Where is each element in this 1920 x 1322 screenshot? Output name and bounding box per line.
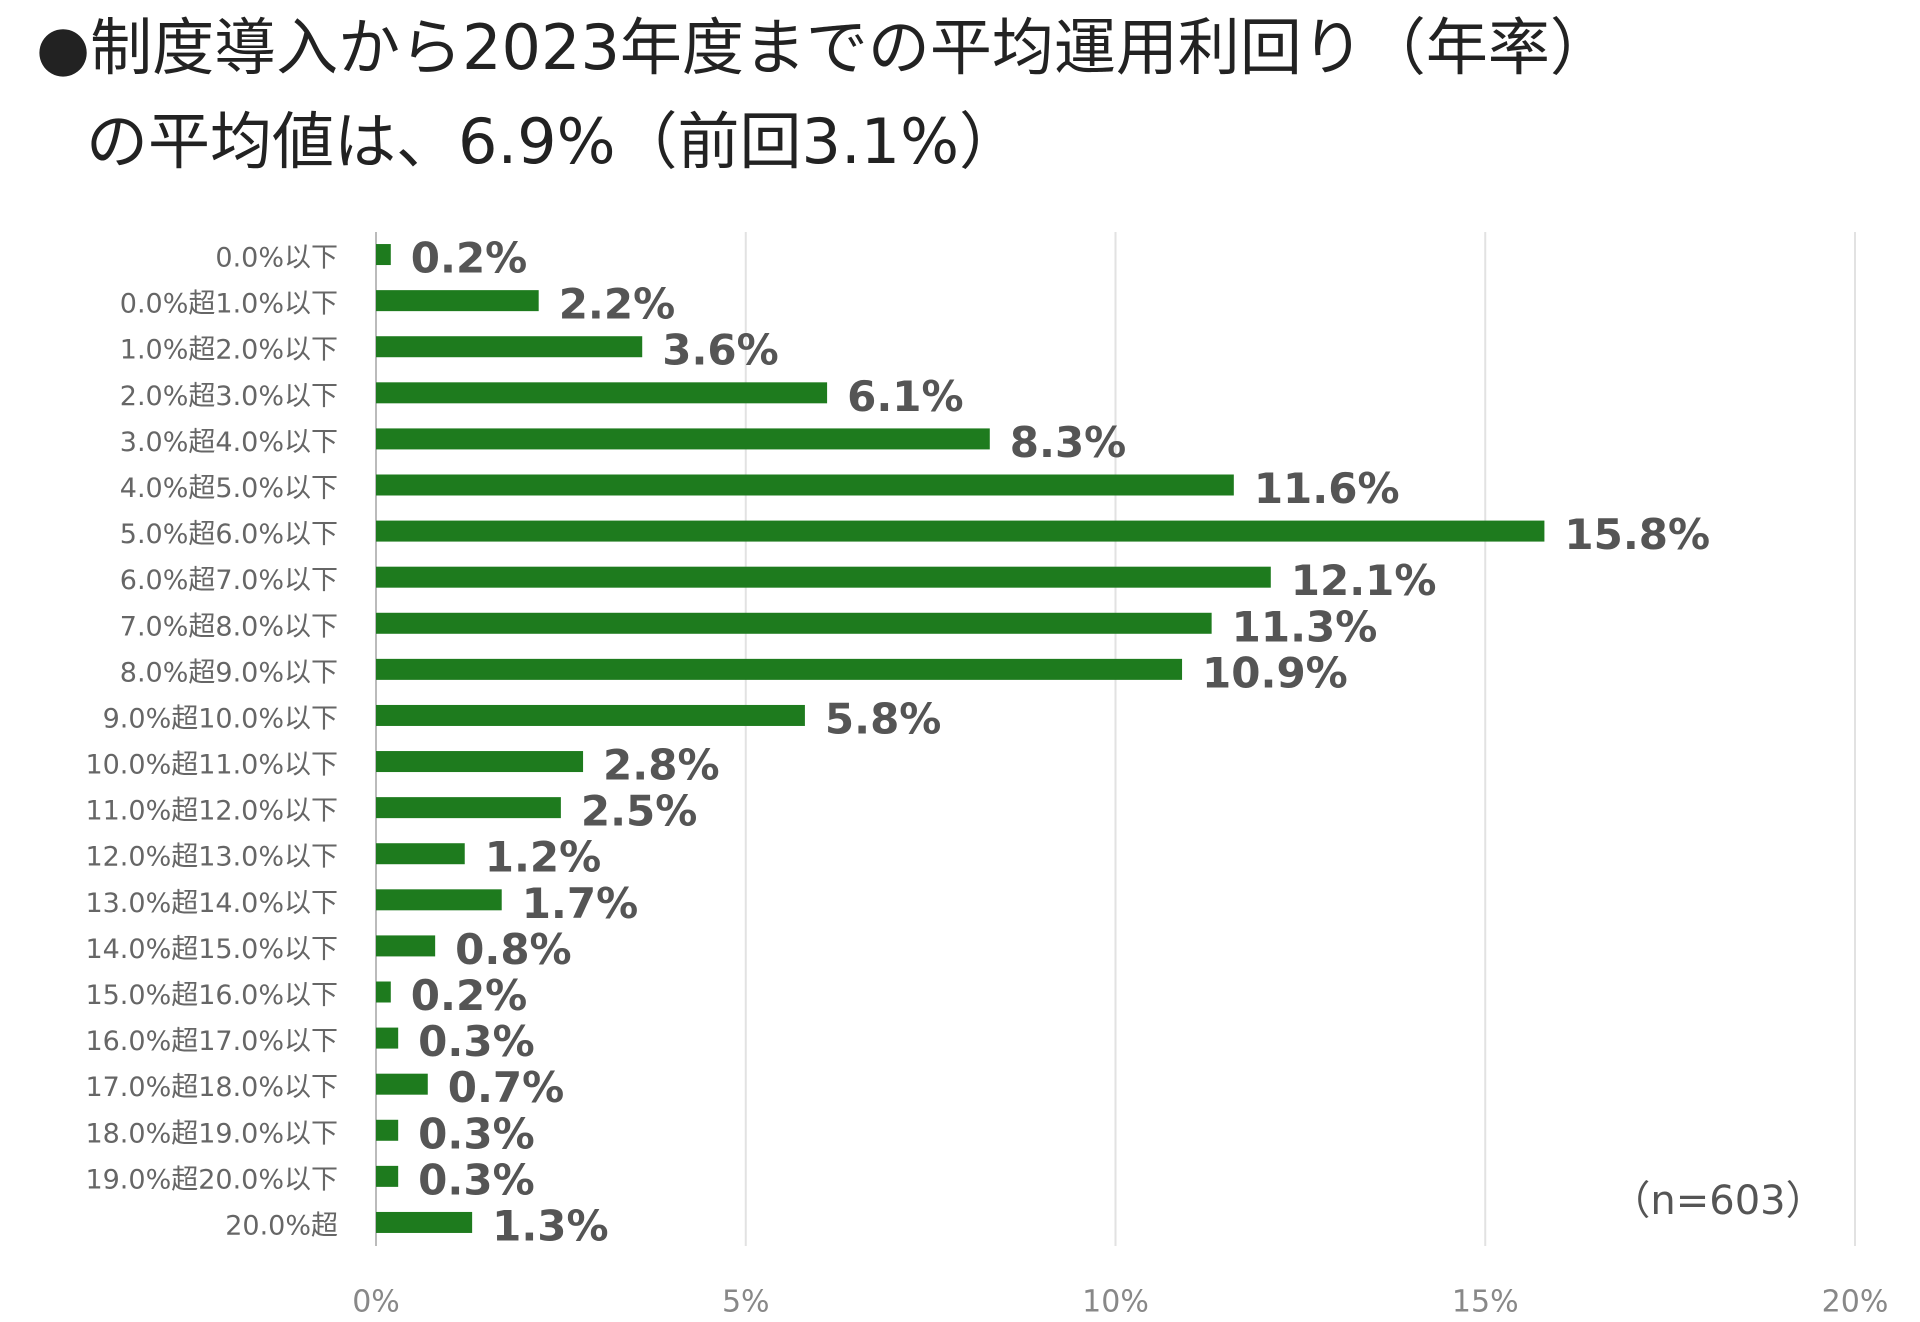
y-tick-label: 15.0%超16.0%以下 — [85, 980, 338, 1011]
y-tick-label: 19.0%超20.0%以下 — [85, 1164, 338, 1195]
bar — [376, 1027, 399, 1049]
y-tick-label: 13.0%超14.0%以下 — [85, 888, 338, 919]
y-tick-label: 3.0%超4.0%以下 — [120, 427, 338, 458]
y-tick-label: 11.0%超12.0%以下 — [85, 796, 338, 827]
y-tick-label: 0.0%超1.0%以下 — [120, 289, 338, 320]
data-label: 6.1% — [847, 372, 963, 421]
y-tick-label: 7.0%超8.0%以下 — [120, 611, 338, 642]
data-label: 0.3% — [418, 1109, 534, 1158]
bar — [376, 935, 436, 957]
x-tick-label: 0% — [352, 1285, 400, 1320]
y-tick-label: 12.0%超13.0%以下 — [85, 842, 338, 873]
data-label: 12.1% — [1291, 556, 1437, 605]
x-tick-label: 5% — [722, 1285, 770, 1320]
annotation: （n=603） — [1610, 1178, 1825, 1224]
bar — [376, 1073, 428, 1095]
data-label: 15.8% — [1564, 510, 1710, 559]
y-tick-label: 10.0%超11.0%以下 — [85, 750, 338, 781]
bar — [376, 520, 1545, 542]
data-label: 0.8% — [455, 925, 571, 974]
data-label: 0.3% — [418, 1017, 534, 1066]
y-tick-label: 8.0%超9.0%以下 — [120, 657, 338, 688]
data-label: 1.3% — [492, 1201, 608, 1250]
bar — [376, 1211, 473, 1233]
bar — [376, 797, 561, 819]
data-label: 3.6% — [662, 326, 778, 375]
data-label: 2.5% — [581, 787, 697, 836]
bar — [376, 382, 828, 404]
y-tick-label: 5.0%超6.0%以下 — [120, 519, 338, 550]
data-label: 0.7% — [448, 1063, 564, 1112]
chart-title: の平均値は、6.9%（前回3.1%） — [86, 105, 1021, 178]
data-label: 1.2% — [485, 833, 601, 882]
bar — [376, 981, 391, 1003]
bar — [376, 474, 1234, 496]
bar — [376, 751, 584, 773]
y-tick-label: 2.0%超3.0%以下 — [120, 381, 338, 412]
y-tick-label: 6.0%超7.0%以下 — [120, 565, 338, 596]
data-label: 11.3% — [1232, 602, 1378, 651]
y-tick-label: 1.0%超2.0%以下 — [120, 335, 338, 366]
y-tick-label: 0.0%以下 — [215, 243, 338, 274]
bar — [376, 612, 1212, 634]
bar — [376, 336, 643, 358]
data-label: 0.2% — [411, 234, 527, 283]
y-tick-label: 14.0%超15.0%以下 — [85, 934, 338, 965]
data-label: 0.3% — [418, 1155, 534, 1204]
data-label: 0.2% — [411, 971, 527, 1020]
bar — [376, 843, 465, 865]
data-label: 10.9% — [1202, 648, 1348, 697]
data-label: 8.3% — [1010, 418, 1126, 467]
x-tick-label: 10% — [1082, 1285, 1149, 1320]
bar — [376, 889, 502, 911]
data-label: 1.7% — [522, 879, 638, 928]
data-label: 2.2% — [559, 280, 675, 329]
bar — [376, 1119, 399, 1141]
y-tick-label: 4.0%超5.0%以下 — [120, 473, 338, 504]
data-label: 5.8% — [825, 694, 941, 743]
bar — [376, 290, 539, 312]
y-tick-label: 9.0%超10.0%以下 — [103, 703, 338, 734]
data-label: 11.6% — [1254, 464, 1400, 513]
bar — [376, 658, 1183, 680]
y-tick-label: 17.0%超18.0%以下 — [85, 1072, 338, 1103]
bar — [376, 566, 1271, 588]
y-tick-label: 20.0%超 — [225, 1210, 338, 1241]
bar — [376, 428, 990, 450]
data-label: 2.8% — [603, 741, 719, 790]
y-tick-label: 18.0%超19.0%以下 — [85, 1118, 338, 1149]
x-tick-label: 20% — [1822, 1285, 1889, 1320]
bar — [376, 704, 805, 726]
chart-title: ●制度導入から2023年度までの平均運用利回り（年率） — [36, 11, 1612, 84]
bar — [376, 1165, 399, 1187]
x-tick-label: 15% — [1452, 1285, 1519, 1320]
y-tick-label: 16.0%超17.0%以下 — [85, 1026, 338, 1057]
bar — [376, 244, 391, 266]
